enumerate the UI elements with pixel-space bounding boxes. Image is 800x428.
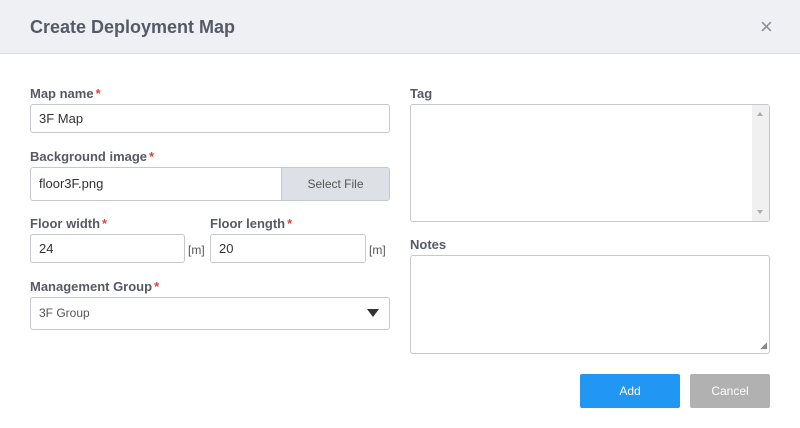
floor-length-input[interactable]: 20 [210,234,366,263]
scroll-up-icon[interactable] [757,112,763,116]
cancel-button[interactable]: Cancel [690,374,770,408]
map-name-input[interactable]: 3F Map [30,104,390,133]
floor-width-unit: [m] [188,243,205,257]
management-group-label: Management Group * [30,279,160,294]
map-name-label: Map name * [30,86,101,101]
management-group-value: 3F Group [39,306,90,320]
tag-label: Tag [410,86,433,101]
resize-handle-icon[interactable]: ◢ [760,340,767,350]
background-image-input[interactable]: floor3F.png [30,167,282,201]
chevron-down-icon [367,309,379,317]
floor-length-label: Floor length * [210,216,293,231]
tag-textarea[interactable] [410,104,770,222]
notes-textarea[interactable]: ◢ [410,255,770,354]
management-group-select[interactable]: 3F Group [30,297,390,330]
tag-scrollbar[interactable] [752,105,769,221]
add-button[interactable]: Add [580,374,680,408]
floor-length-unit: [m] [369,243,386,257]
dialog-header: Create Deployment Map × [0,0,800,54]
select-file-button[interactable]: Select File [281,167,390,201]
dialog-title: Create Deployment Map [30,17,236,37]
background-image-label: Background image * [30,149,155,164]
scroll-down-icon[interactable] [757,210,763,214]
notes-label: Notes [410,237,447,252]
floor-width-input[interactable]: 24 [30,234,185,263]
close-icon[interactable]: × [760,14,773,39]
floor-width-label: Floor width * [30,216,108,231]
